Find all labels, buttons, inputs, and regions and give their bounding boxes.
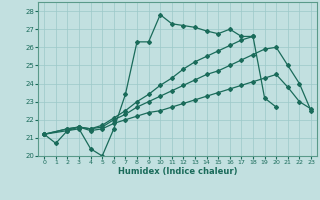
X-axis label: Humidex (Indice chaleur): Humidex (Indice chaleur) (118, 167, 237, 176)
